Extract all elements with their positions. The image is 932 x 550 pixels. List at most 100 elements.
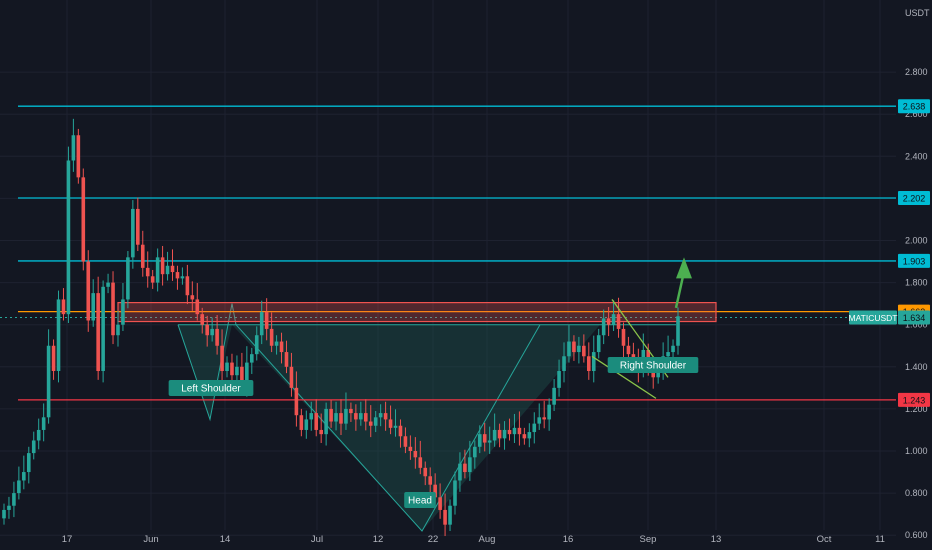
- candle-body: [671, 345, 675, 353]
- price-axis[interactable]: 2.8002.6002.4002.2002.0001.8001.6001.400…: [849, 67, 930, 540]
- candle-body: [616, 314, 621, 329]
- candle-body: [359, 413, 363, 420]
- candle-body: [676, 316, 680, 346]
- candle-body: [363, 413, 368, 422]
- candle-body: [487, 440, 492, 443]
- candle-body: [254, 335, 259, 355]
- candle-body: [453, 480, 457, 506]
- left-shoulder-label-box: [168, 380, 254, 396]
- candle-body: [596, 335, 601, 353]
- price-tag-box: [898, 99, 930, 114]
- symbol-tag: MATICUSDT: [849, 310, 898, 325]
- candle-body: [567, 341, 571, 357]
- price-tag: 1.243: [898, 392, 930, 407]
- time-axis[interactable]: 17 Jun 14 Jul 12 22 Aug 16 Sep 13 Oct 11: [62, 534, 885, 545]
- candle-body: [492, 429, 497, 441]
- candle-body: [269, 328, 274, 346]
- price-tick: 2.400: [905, 151, 928, 161]
- candle-body: [111, 282, 115, 336]
- candle-body: [136, 208, 140, 245]
- price-tag-text: 2.638: [903, 102, 926, 112]
- candle-body: [185, 276, 190, 296]
- candle-body: [611, 314, 616, 325]
- candle-body: [666, 352, 670, 357]
- candle-body: [230, 362, 234, 376]
- candle-body: [56, 299, 61, 372]
- candle-body: [200, 314, 205, 325]
- candle-body: [329, 408, 333, 422]
- candle-body: [41, 417, 46, 430]
- symbol-tag-text: MATICUSDT: [849, 313, 898, 323]
- candle-body: [131, 208, 135, 258]
- price-tick: 0.600: [905, 530, 928, 540]
- price-tag-text: 1.243: [903, 395, 926, 405]
- price-tick: 1.200: [905, 404, 928, 414]
- breakout-arrow-icon: [676, 257, 692, 279]
- candle-body: [344, 408, 348, 424]
- head-label: Head: [404, 492, 436, 508]
- candle-body: [190, 295, 195, 300]
- candle-body: [542, 417, 546, 420]
- candle-body: [195, 299, 200, 315]
- candle-body: [46, 345, 51, 418]
- candle-body: [557, 371, 561, 388]
- candle-body: [537, 417, 542, 424]
- candle-body: [443, 509, 447, 525]
- annotation-overlay: Left Shoulder Head Right Shoulder: [168, 257, 699, 508]
- price-tag-text: 2.202: [903, 193, 926, 203]
- time-tick: Jul: [311, 534, 323, 545]
- price-tick: 0.800: [905, 488, 928, 498]
- candle-body: [418, 457, 423, 468]
- candle-body: [606, 318, 611, 325]
- candle-body: [121, 299, 125, 325]
- candle-body: [299, 415, 304, 430]
- time-tick: 16: [563, 534, 574, 545]
- candle-body: [562, 356, 566, 372]
- price-tick: 1.800: [905, 278, 928, 288]
- candle-body: [17, 480, 21, 494]
- currency-label: USDT: [905, 8, 930, 18]
- candle-body: [403, 436, 408, 447]
- candle-body: [249, 354, 254, 363]
- candle-body: [572, 341, 576, 353]
- candle-body: [378, 413, 383, 418]
- candle-body: [76, 135, 81, 178]
- candle-body: [428, 476, 433, 485]
- candle-body: [473, 446, 477, 458]
- candle-body: [264, 312, 269, 329]
- candle-body: [150, 276, 155, 283]
- candle-body: [86, 261, 91, 321]
- candle-body: [324, 408, 328, 435]
- candle-body: [626, 345, 631, 355]
- candle-body: [458, 463, 462, 481]
- candle-body: [601, 318, 606, 336]
- price-tag-text: 1.903: [903, 256, 926, 266]
- time-tick: Oct: [817, 534, 832, 545]
- candle-body: [165, 265, 170, 275]
- right-shoulder-label-box: [607, 357, 699, 373]
- candle-body: [274, 341, 279, 346]
- candle-body: [512, 427, 517, 435]
- right-shoulder-label: Right Shoulder: [607, 357, 699, 373]
- candle-body: [591, 352, 596, 372]
- candle-body: [71, 135, 76, 161]
- candle-body: [463, 463, 467, 473]
- price-tag-box: [898, 190, 930, 205]
- candle-body: [116, 324, 120, 336]
- time-tick: 13: [711, 534, 722, 545]
- candle-body: [339, 413, 343, 424]
- time-tick: Sep: [640, 534, 657, 545]
- candle-body: [294, 387, 299, 416]
- symbol-tag-box: [849, 310, 897, 325]
- candle-body: [36, 429, 41, 441]
- candle-body: [586, 356, 591, 372]
- candle-body: [235, 366, 239, 376]
- price-tick: 1.000: [905, 446, 928, 456]
- candle-body: [145, 267, 150, 277]
- price-tag-text: 1.634: [903, 313, 926, 323]
- candle-body: [517, 427, 522, 435]
- time-tick: 11: [875, 534, 885, 545]
- candle-body: [96, 293, 100, 372]
